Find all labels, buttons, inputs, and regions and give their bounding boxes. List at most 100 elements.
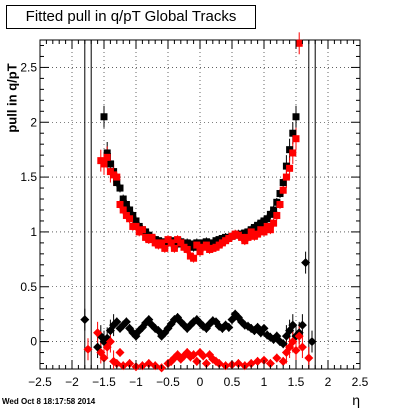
chart-title: Fitted pull in q/pT Global Tracks [25, 8, 237, 25]
data-point-diamond [307, 337, 317, 347]
data-point-square [247, 228, 255, 236]
y-tick-label: 0 [30, 335, 37, 349]
data-point-square [106, 160, 114, 168]
data-point-diamond [288, 320, 298, 330]
y-tick-label: 1.5 [20, 170, 37, 184]
x-tick-label: −2 [65, 375, 79, 389]
data-point-square [190, 254, 198, 262]
data-point-diamond [99, 353, 109, 363]
y-tick-label: 2 [30, 115, 37, 129]
x-tick-label: −1.5 [92, 375, 116, 389]
data-point-diamond [93, 328, 103, 338]
data-point-square [289, 149, 297, 157]
data-point-square [266, 210, 274, 218]
data-point-diamond [121, 317, 131, 327]
data-point-diamond [301, 258, 311, 268]
x-axis-label: η [352, 392, 360, 408]
data-point-diamond [304, 353, 314, 363]
data-point-diamond [294, 331, 304, 341]
data-point-diamond [278, 339, 288, 349]
data-point-square [113, 179, 121, 187]
data-point-square [270, 206, 278, 214]
data-point-diamond [253, 356, 263, 366]
data-point-square [193, 241, 201, 249]
y-tick-label: 0.5 [20, 280, 37, 294]
data-point-square [138, 226, 146, 234]
data-point-square [170, 244, 178, 252]
x-tick-label: 0.5 [224, 375, 241, 389]
data-point-square [183, 245, 191, 253]
x-tick-label: 1.5 [288, 375, 305, 389]
title-box: Fitted pull in q/pT Global Tracks [6, 5, 256, 29]
data-point-diamond [259, 323, 269, 333]
data-point-square [286, 164, 294, 172]
data-point-diamond [83, 344, 93, 354]
data-point-diamond [288, 337, 298, 347]
data-point-diamond [272, 353, 282, 363]
data-point-diamond [297, 342, 307, 352]
data-point-square [292, 113, 300, 121]
data-point-square [119, 195, 127, 203]
data-point-square [116, 201, 124, 208]
data-point-square [158, 239, 166, 247]
data-point-diamond [201, 359, 211, 369]
data-point-square [132, 217, 140, 225]
data-point-square [126, 215, 134, 223]
data-point-square [196, 248, 204, 256]
data-point-square [116, 184, 124, 192]
data-point-square [119, 206, 127, 214]
marker-layer [80, 39, 317, 373]
data-point-diamond [125, 359, 135, 369]
y-tick-label: 1 [30, 225, 37, 239]
data-point-square [122, 201, 130, 208]
data-point-diamond [265, 359, 275, 369]
data-point-diamond [291, 345, 301, 355]
data-point-diamond [115, 348, 125, 358]
data-point-square [202, 241, 210, 249]
data-point-square [263, 215, 271, 223]
data-point-square [103, 153, 111, 161]
x-tick-label: 0 [197, 375, 204, 389]
grid-layer [40, 40, 360, 369]
data-point-square [273, 211, 281, 219]
data-point-square [289, 129, 297, 137]
datestamp: Wed Oct 8 18:17:58 2014 [2, 397, 96, 406]
x-tick-label: −2.5 [28, 375, 52, 389]
data-point-square [276, 201, 284, 208]
data-point-diamond [112, 317, 122, 327]
data-point-square [266, 226, 274, 234]
tick-layer: −2.5 −2 −1.5 −1 −0.5 0 0.5 1 1.5 2 2.5 0 0.5 1 1.5 2 2.5 [20, 40, 369, 389]
data-point-square [282, 173, 290, 181]
data-point-square [292, 135, 300, 143]
data-point-diamond [278, 356, 288, 366]
data-point-square [254, 230, 262, 238]
x-tick-label: −0.5 [156, 375, 180, 389]
data-point-square [177, 239, 185, 247]
data-point-square [260, 228, 268, 236]
y-axis-label: pull in q/pT [4, 63, 20, 133]
data-point-diamond [297, 320, 307, 330]
data-point-square [103, 149, 111, 157]
data-point-diamond [192, 356, 202, 366]
data-point-square [161, 244, 169, 252]
data-point-square [244, 233, 252, 241]
data-point-diamond [80, 315, 90, 325]
data-point-diamond [198, 351, 208, 361]
data-point-square [279, 186, 287, 194]
data-point-square [295, 39, 303, 47]
data-point-square [167, 239, 175, 247]
x-tick-label: 1 [261, 375, 268, 389]
data-point-diamond [224, 322, 234, 332]
x-tick-label: −1 [129, 375, 143, 389]
data-point-diamond [105, 337, 115, 347]
data-point-square [132, 222, 140, 230]
data-point-square [148, 233, 156, 241]
data-point-square [113, 173, 121, 181]
data-point-square [126, 206, 134, 214]
data-point-square [100, 113, 108, 121]
x-tick-label: 2 [325, 375, 332, 389]
data-point-square [100, 160, 108, 168]
y-tick-label: 2.5 [20, 60, 37, 74]
data-point-square [270, 219, 278, 227]
